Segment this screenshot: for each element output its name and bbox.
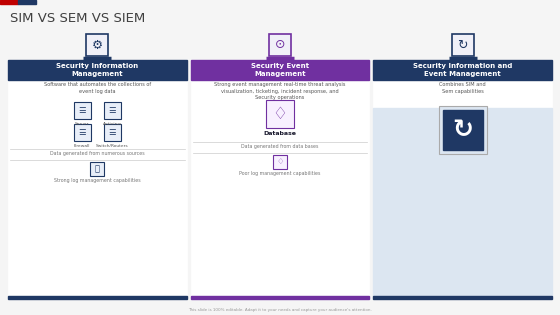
- Text: Data generated from numerous sources: Data generated from numerous sources: [50, 151, 144, 156]
- Bar: [18, 0, 36, 4]
- Bar: [104, 102, 121, 119]
- Bar: [74, 102, 91, 119]
- Text: Database: Database: [264, 131, 296, 136]
- Text: ♢: ♢: [276, 158, 284, 167]
- Text: Strong event management real-time threat analysis
visualization, ticketing, inci: Strong event management real-time threat…: [214, 82, 346, 100]
- Bar: [452, 34, 474, 56]
- Bar: [374, 296, 552, 299]
- Text: ☰: ☰: [78, 128, 86, 137]
- Text: ☰: ☰: [109, 106, 116, 115]
- Bar: [374, 60, 552, 80]
- Text: ☰: ☰: [109, 128, 116, 137]
- Text: Security Information and
Event Management: Security Information and Event Managemen…: [413, 63, 512, 77]
- Text: ⚙: ⚙: [92, 38, 103, 51]
- Bar: [374, 60, 552, 296]
- Text: Antivirus: Antivirus: [102, 122, 122, 126]
- Bar: [190, 60, 370, 296]
- Text: This slide is 100% editable. Adapt it to your needs and capture your audience's : This slide is 100% editable. Adapt it to…: [188, 308, 372, 312]
- Text: ☰: ☰: [78, 106, 86, 115]
- Bar: [104, 124, 121, 141]
- Text: Switch/Routers: Switch/Routers: [96, 144, 129, 148]
- Bar: [86, 34, 108, 56]
- Text: Security Event
Management: Security Event Management: [251, 63, 309, 77]
- Bar: [190, 60, 370, 80]
- Bar: [442, 110, 483, 150]
- Text: ⊙: ⊙: [275, 38, 285, 51]
- Bar: [273, 155, 287, 169]
- Bar: [8, 60, 186, 296]
- Bar: [269, 34, 291, 56]
- Text: ⛊: ⛊: [95, 164, 100, 174]
- Text: Software that automates the collections of
event log data: Software that automates the collections …: [44, 82, 151, 94]
- Bar: [438, 106, 487, 154]
- Bar: [546, 299, 555, 306]
- Text: Data generated from data bases: Data generated from data bases: [241, 144, 319, 149]
- Bar: [8, 60, 186, 80]
- Text: SIM VS SEM VS SIEM: SIM VS SEM VS SIEM: [10, 12, 145, 25]
- Bar: [374, 108, 552, 296]
- Bar: [266, 100, 294, 128]
- Bar: [8, 60, 552, 296]
- Bar: [8, 296, 186, 299]
- Bar: [0, 0, 18, 4]
- Text: Security Information
Management: Security Information Management: [56, 63, 138, 77]
- Bar: [90, 162, 104, 176]
- Text: Poor log management capabilities: Poor log management capabilities: [239, 171, 321, 176]
- Text: Combines SIM and
Sem capabilities: Combines SIM and Sem capabilities: [440, 82, 486, 94]
- Text: ↻: ↻: [458, 38, 468, 51]
- Text: ♢: ♢: [273, 105, 287, 123]
- Text: ↻: ↻: [452, 118, 473, 142]
- Text: Strong log management capabilities: Strong log management capabilities: [54, 178, 141, 183]
- Text: Server: Server: [75, 122, 90, 126]
- Text: Firewall: Firewall: [74, 144, 91, 148]
- Bar: [74, 124, 91, 141]
- Bar: [190, 296, 370, 299]
